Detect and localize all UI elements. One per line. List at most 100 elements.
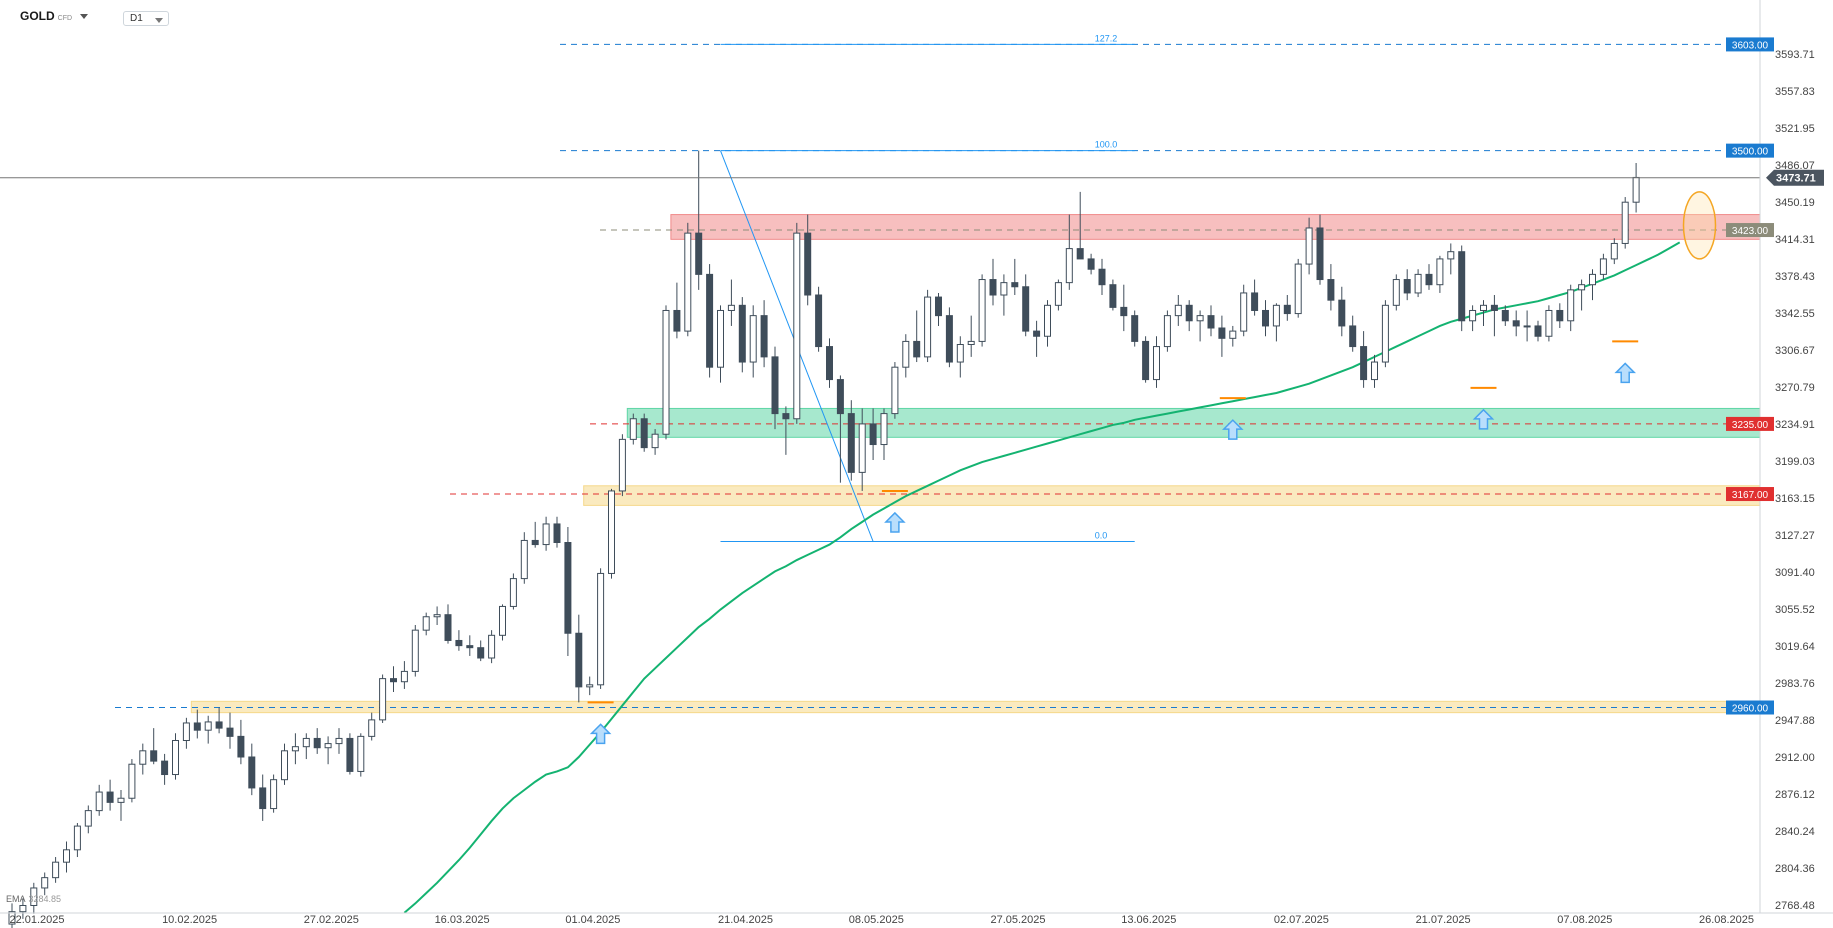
candle-body <box>1000 282 1008 296</box>
up-arrow-icon <box>1614 362 1637 384</box>
candle-body <box>84 810 92 827</box>
candle-body <box>717 309 724 368</box>
candle-body <box>1599 258 1607 275</box>
candle-body <box>913 340 921 358</box>
candle-body <box>1545 309 1553 337</box>
candle <box>1011 258 1019 296</box>
candle <box>1142 336 1150 383</box>
candle <box>1403 269 1411 301</box>
candle-body <box>1621 201 1629 244</box>
candle <box>738 297 746 373</box>
candle-body <box>684 232 692 332</box>
candle <box>291 733 299 765</box>
candle <box>520 532 528 584</box>
x-tick-label: 21.04.2025 <box>718 914 773 926</box>
candle <box>161 753 169 785</box>
candle <box>1523 310 1531 342</box>
level-label-bg <box>1726 700 1774 715</box>
y-tick-label: 3199.03 <box>1775 456 1815 468</box>
candle <box>782 406 790 455</box>
candle-body <box>1469 309 1477 322</box>
y-tick-label: 2840.24 <box>1775 826 1815 838</box>
candle-body <box>117 797 125 803</box>
candle <box>1000 274 1008 316</box>
candle-body <box>869 423 877 446</box>
candle-body <box>1262 309 1269 327</box>
y-tick-label: 3163.15 <box>1775 493 1815 505</box>
last-price-label: 3473.71 <box>1776 173 1816 185</box>
candle-body <box>1534 325 1542 337</box>
candle <box>651 429 659 455</box>
candle-body <box>1120 306 1128 317</box>
level-label-bg <box>1726 487 1774 502</box>
candle-body <box>629 418 637 440</box>
level-label: 3167.00 <box>1732 490 1769 501</box>
timeframe-selector[interactable]: D1 <box>123 11 169 26</box>
candle <box>1163 310 1171 352</box>
candle <box>978 274 986 347</box>
candle-body <box>727 304 735 311</box>
ema-value: 3284.85 <box>28 894 62 904</box>
candle <box>727 279 735 326</box>
candle-body <box>891 366 899 415</box>
x-tick-label: 26.08.2025 <box>1699 914 1754 926</box>
candle <box>1076 191 1084 260</box>
candle <box>673 282 681 339</box>
candle <box>575 614 583 703</box>
candle-body <box>477 647 485 659</box>
candle <box>41 872 49 896</box>
candle <box>1153 336 1160 388</box>
candle <box>989 258 997 306</box>
candle <box>1109 279 1117 311</box>
candle-body <box>324 743 332 749</box>
symbol-selector[interactable]: GOLD CFD <box>20 9 89 23</box>
candle-body <box>1153 346 1160 381</box>
candle <box>1512 310 1520 337</box>
candle <box>869 408 877 461</box>
y-tick-label: 3414.31 <box>1775 234 1815 246</box>
candle-body <box>1294 263 1302 315</box>
candle-body <box>1196 315 1204 322</box>
candle-body <box>1425 273 1433 286</box>
candle <box>226 712 234 749</box>
highlight-ellipse <box>1682 191 1717 260</box>
candle <box>357 733 365 777</box>
candle-body <box>738 304 746 363</box>
candle <box>139 743 147 775</box>
candle <box>128 759 136 803</box>
candle-body <box>1381 304 1389 363</box>
candle-body <box>1360 346 1368 381</box>
y-tick-label: 3593.71 <box>1775 49 1815 61</box>
candle-body <box>1447 251 1455 260</box>
candle-body <box>1109 284 1117 308</box>
level-label: 3423.00 <box>1732 226 1769 237</box>
candle <box>1098 258 1106 296</box>
candle <box>771 346 779 430</box>
candle-body <box>1033 330 1041 337</box>
zone-rect <box>583 485 1761 506</box>
candle <box>106 779 114 811</box>
candle <box>913 310 921 363</box>
candle-body <box>662 309 670 435</box>
candle <box>1610 238 1618 265</box>
candle <box>1545 305 1553 342</box>
candle <box>597 568 605 689</box>
candle-body <box>706 273 714 368</box>
candle-body <box>597 572 605 686</box>
candle <box>433 606 441 626</box>
candle <box>19 898 27 919</box>
candle <box>1196 310 1204 342</box>
candle-body <box>499 605 506 636</box>
candle-body <box>640 418 648 449</box>
candle <box>836 375 844 483</box>
candle <box>1458 245 1466 332</box>
candle <box>237 719 245 765</box>
y-tick-label: 2876.12 <box>1775 789 1815 801</box>
candle <box>564 527 572 656</box>
candle <box>1229 325 1237 347</box>
candle <box>73 822 81 858</box>
chevron-down-icon <box>155 18 163 23</box>
x-tick-label: 01.04.2025 <box>565 914 620 926</box>
candle-body <box>411 629 419 672</box>
